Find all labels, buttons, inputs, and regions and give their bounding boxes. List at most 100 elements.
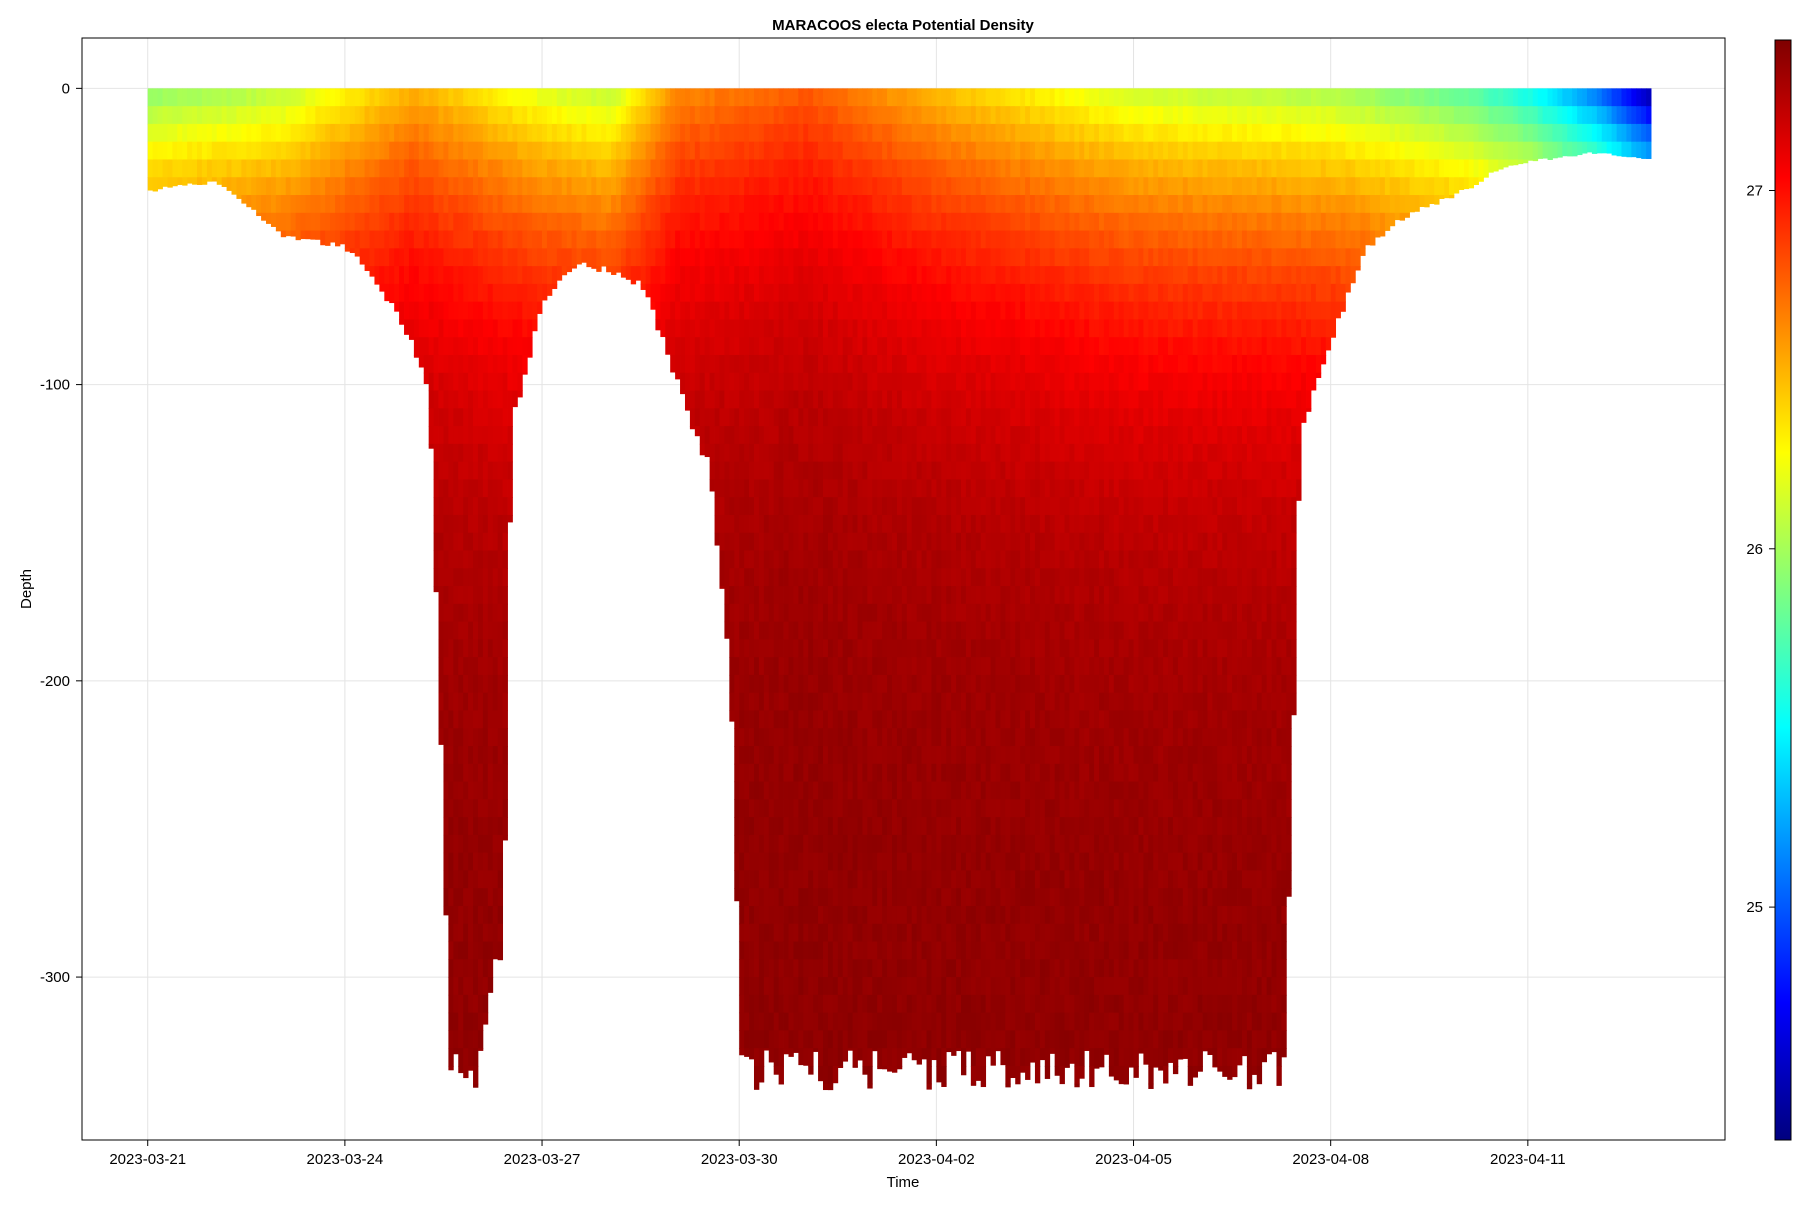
profile-segment [976,710,981,728]
profile-segment [991,693,996,711]
profile-segment [784,88,789,106]
profile-segment [872,710,877,728]
profile-segment [848,231,853,249]
profile-segment [685,248,690,266]
profile-segment [463,799,468,817]
profile-segment [734,479,739,497]
profile-segment [202,142,207,160]
profile-segment [547,88,552,106]
profile-segment [882,888,887,906]
profile-segment [626,177,631,195]
profile-segment [843,550,848,568]
profile-segment [729,231,734,249]
profile-segment [345,142,350,160]
profile-segment [936,106,941,124]
profile-segment [887,764,892,782]
profile-segment [468,799,473,817]
profile-segment [803,195,808,213]
profile-segment [887,924,892,942]
profile-segment [562,106,567,124]
profile-segment [577,88,582,106]
profile-segment [473,782,478,800]
profile-segment [784,693,789,711]
profile-segment [739,408,744,426]
profile-segment [478,1048,483,1051]
profile-segment [443,319,448,337]
profile-segment [774,533,779,551]
profile-segment [922,231,927,249]
profile-segment [897,853,902,871]
profile-segment [355,88,360,106]
profile-segment [719,337,724,355]
profile-segment [749,1030,754,1048]
profile-segment [729,675,734,693]
profile-segment [917,604,922,622]
profile-segment [537,106,542,124]
profile-segment [956,142,961,160]
profile-segment [749,515,754,533]
profile-segment [473,1066,478,1084]
profile-segment [734,159,739,177]
profile-segment [754,870,759,888]
profile-segment [705,177,710,195]
profile-segment [961,159,966,177]
profile-segment [862,177,867,195]
profile-segment [971,799,976,817]
profile-segment [858,995,863,1013]
profile-segment [498,177,503,195]
profile-segment [793,888,798,906]
profile-segment [739,159,744,177]
profile-segment [414,248,419,266]
profile-segment [784,177,789,195]
profile-segment [966,408,971,426]
profile-segment [434,391,439,409]
profile-segment [788,1013,793,1031]
profile-segment [877,177,882,195]
profile-segment [848,710,853,728]
profile-segment [808,906,813,924]
profile-segment [833,657,838,675]
profile-segment [981,639,986,657]
profile-segment [478,1013,483,1031]
profile-segment [966,764,971,782]
profile-segment [616,248,621,266]
profile-segment [907,213,912,231]
profile-segment [463,764,468,782]
profile-segment [705,408,710,426]
profile-segment [655,284,660,302]
profile-segment [246,195,251,207]
profile-segment [897,639,902,657]
profile-segment [996,710,1001,728]
profile-segment [813,373,818,391]
profile-segment [744,1030,749,1048]
profile-segment [843,533,848,551]
profile-segment [498,106,503,124]
profile-segment [828,391,833,409]
profile-segment [719,319,724,337]
profile-segment [862,835,867,853]
profile-segment [803,639,808,657]
profile-segment [463,924,468,942]
profile-segment [951,159,956,177]
profile-segment [453,622,458,640]
profile-segment [749,426,754,444]
profile-segment [996,817,1001,835]
profile-segment [232,177,237,194]
profile-segment [744,159,749,177]
profile-segment [784,657,789,675]
profile-segment [483,248,488,266]
profile-segment [823,426,828,444]
profile-segment [956,159,961,177]
profile-segment [478,266,483,284]
profile-segment [877,959,882,977]
profile-segment [931,657,936,675]
profile-segment [833,159,838,177]
profile-segment [862,1013,867,1031]
profile-segment [936,284,941,302]
profile-segment [892,248,897,266]
profile-segment [448,426,453,444]
profile-segment [641,248,646,266]
profile-segment [793,426,798,444]
profile-segment [991,746,996,764]
profile-segment [764,604,769,622]
